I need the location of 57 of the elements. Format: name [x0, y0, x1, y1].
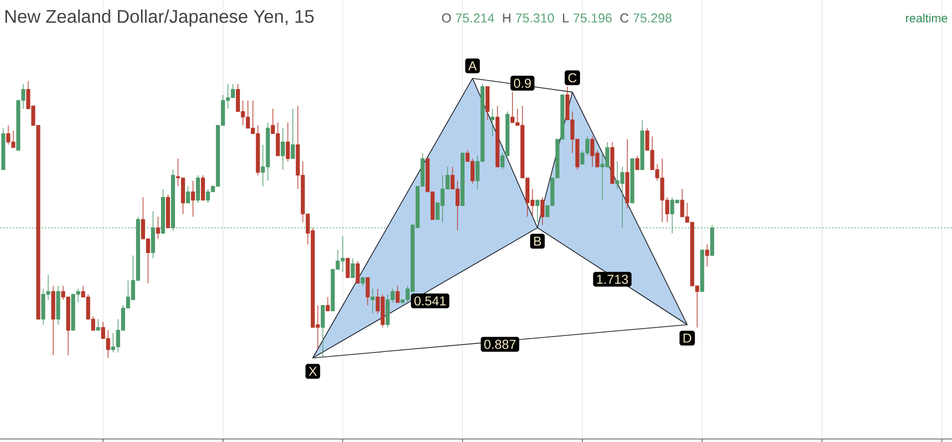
candlestick [640, 119, 644, 170]
annotation: 0.541 [414, 296, 446, 306]
candlestick [320, 304, 325, 358]
text: C [620, 13, 629, 23]
candlestick [635, 155, 640, 170]
candlestick [286, 122, 290, 162]
candlestick [490, 108, 494, 137]
candlestick [346, 258, 350, 278]
candlestick [535, 200, 540, 223]
candlestick [360, 277, 365, 286]
candlestick [166, 194, 170, 228]
candlestick [610, 142, 614, 184]
annotation: 0.9 [514, 78, 531, 88]
text: realtime [906, 14, 948, 22]
candlestick [630, 158, 634, 204]
candlestick [625, 138, 630, 209]
candlestick [96, 318, 100, 331]
candlestick [326, 296, 330, 312]
candlestick [200, 174, 205, 200]
annotation: 0.887 [484, 340, 516, 349]
candlestick [540, 196, 544, 226]
candlestick [486, 86, 490, 120]
candlestick [56, 286, 60, 326]
candlestick [350, 258, 355, 278]
annotation: 1.713 [597, 274, 628, 284]
candlestick [290, 108, 295, 159]
candlestick [460, 152, 465, 206]
text: 75.310 [516, 13, 554, 23]
candlestick [496, 106, 500, 168]
text: O [442, 13, 451, 23]
candlestick [161, 188, 166, 234]
candlestick [156, 216, 160, 240]
candlestick [700, 250, 704, 292]
candlestick [366, 277, 370, 306]
candlestick [356, 260, 360, 284]
candlestick [171, 169, 176, 231]
text: 75.214 [456, 13, 494, 23]
candlestick [151, 210, 156, 259]
chart-title: New Zealand Dollar/Japanese Yen, 15 [6, 9, 314, 26]
annotation: D [684, 334, 692, 343]
candlestick [186, 186, 190, 204]
candlestick [196, 174, 200, 204]
annotation: A [468, 61, 477, 70]
annotation: X [308, 366, 317, 376]
text: H [503, 14, 510, 22]
annotation: C [568, 73, 577, 82]
candlestick [51, 286, 56, 356]
candlestick [710, 224, 714, 256]
candlestick [280, 128, 285, 170]
candlestick [396, 286, 400, 303]
candlestick [190, 180, 195, 218]
text: 75.298 [633, 13, 672, 23]
text: 75.196 [574, 13, 612, 23]
candlestick [1, 128, 6, 170]
annotation: B [534, 236, 542, 246]
text: L [563, 14, 569, 22]
candlestick [705, 244, 710, 267]
